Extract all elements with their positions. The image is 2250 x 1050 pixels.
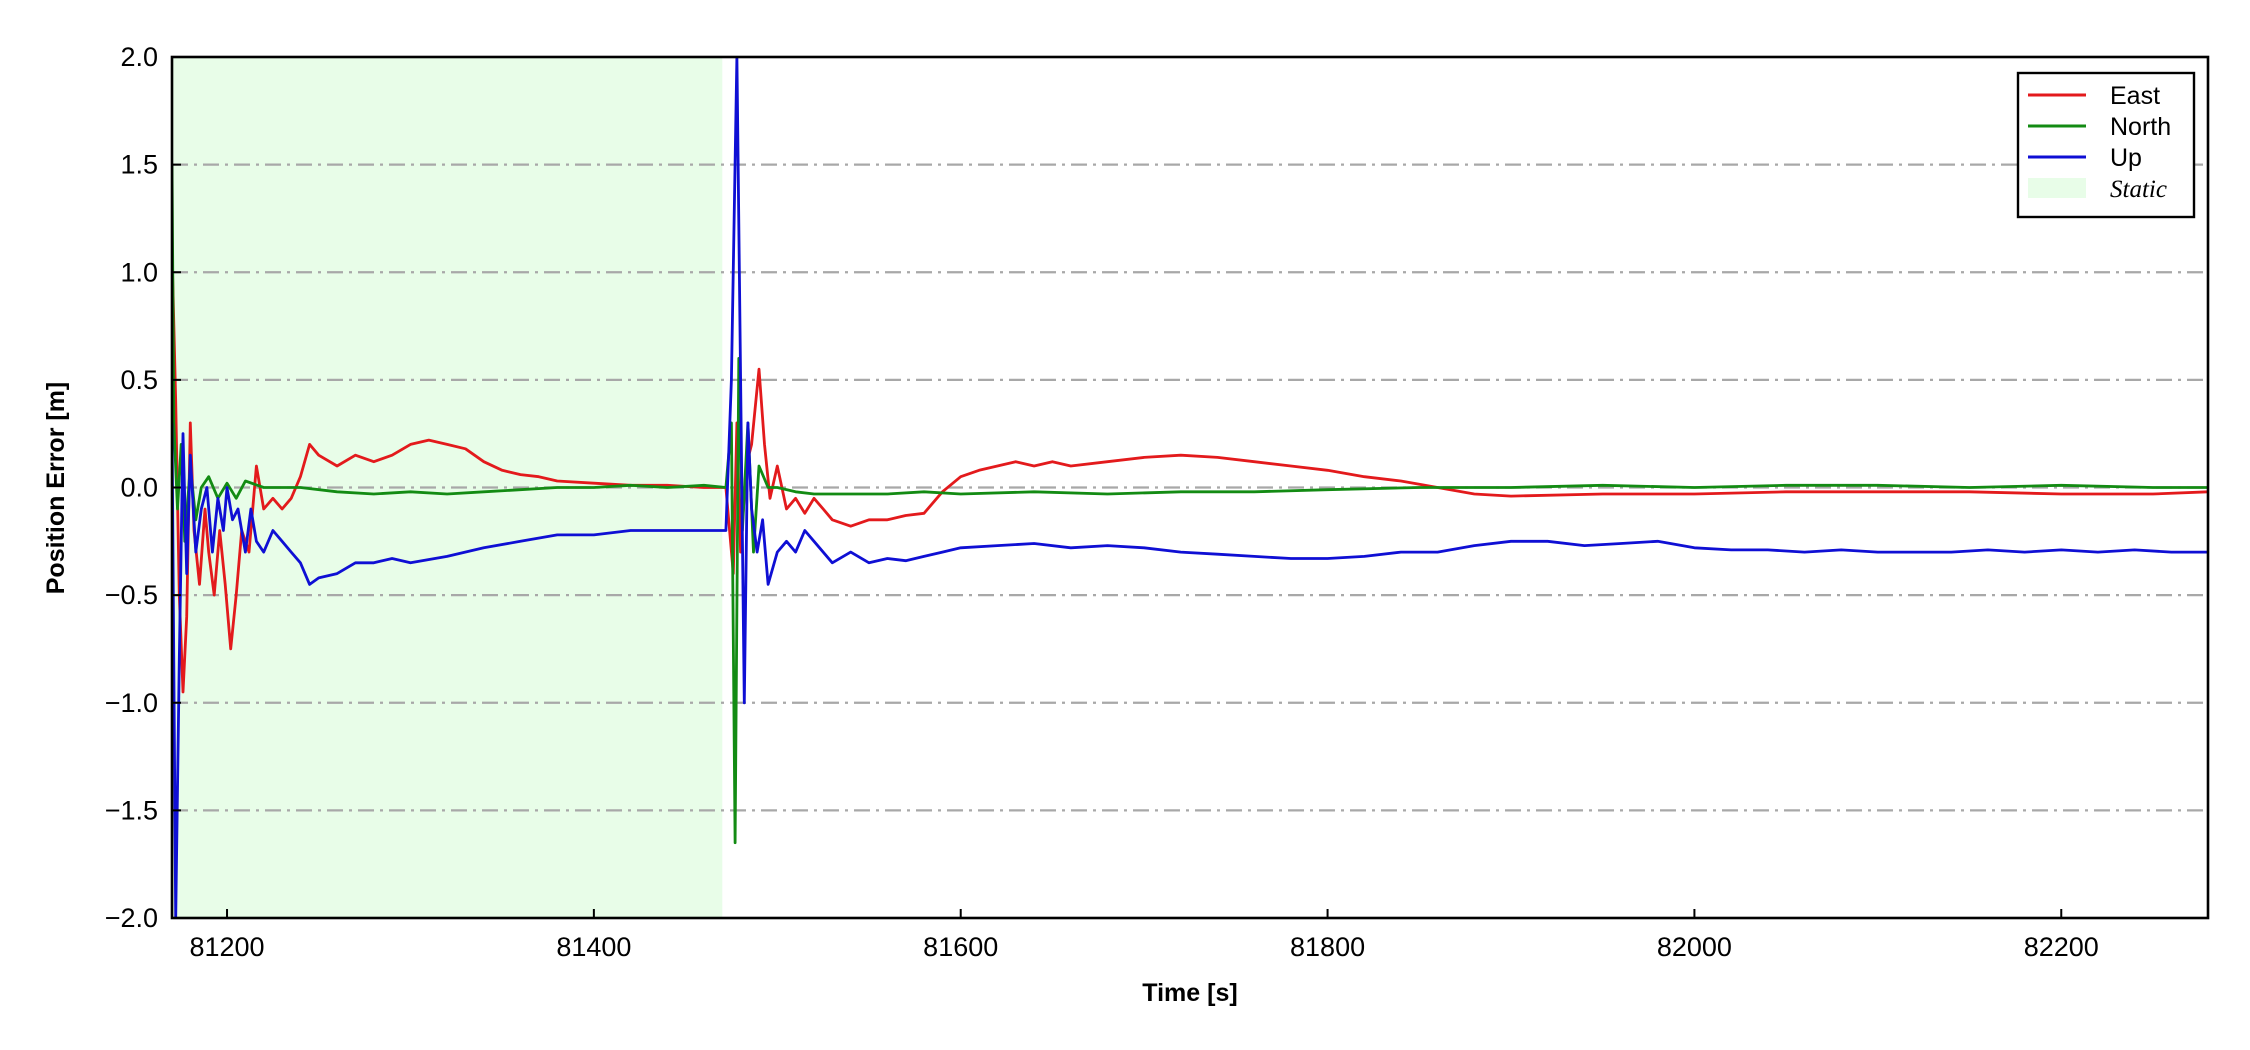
series-lines <box>172 57 2208 918</box>
y-tick-label: −0.5 <box>105 580 158 610</box>
y-tick-label: 1.0 <box>120 257 158 287</box>
series-line-north <box>172 164 2208 845</box>
y-tick-label: 0.5 <box>120 365 158 395</box>
legend-label-north: North <box>2110 113 2171 141</box>
x-tick-label: 82000 <box>1657 932 1732 962</box>
y-tick-label: −1.5 <box>105 795 158 825</box>
x-axis-title: Time [s] <box>1142 979 1237 1007</box>
y-tick-label: 2.0 <box>120 42 158 72</box>
axis-ticks: 81200 81400 81600 81800 82000 82200 −2.0 −1.5 −1… <box>105 42 2099 962</box>
series-line-up <box>172 57 2208 918</box>
y-tick-label: −1.0 <box>105 688 158 718</box>
legend: East North Up Static <box>2016 71 2196 219</box>
x-tick-label: 81600 <box>923 932 998 962</box>
x-tick-label: 81200 <box>189 932 264 962</box>
y-axis-title: Position Error [m] <box>42 382 70 595</box>
x-tick-label: 82200 <box>2024 932 2099 962</box>
gridlines <box>172 163 2208 812</box>
legend-label-east: East <box>2110 82 2160 110</box>
x-tick-label: 81800 <box>1290 932 1365 962</box>
y-tick-label: 0.0 <box>120 473 158 503</box>
legend-swatch-static <box>2028 178 2086 198</box>
y-tick-label: −2.0 <box>105 903 158 933</box>
x-tick-label: 81400 <box>556 932 631 962</box>
legend-label-static: Static <box>2110 176 2167 203</box>
legend-label-up: Up <box>2110 144 2142 172</box>
y-tick-label: 1.5 <box>120 150 158 180</box>
